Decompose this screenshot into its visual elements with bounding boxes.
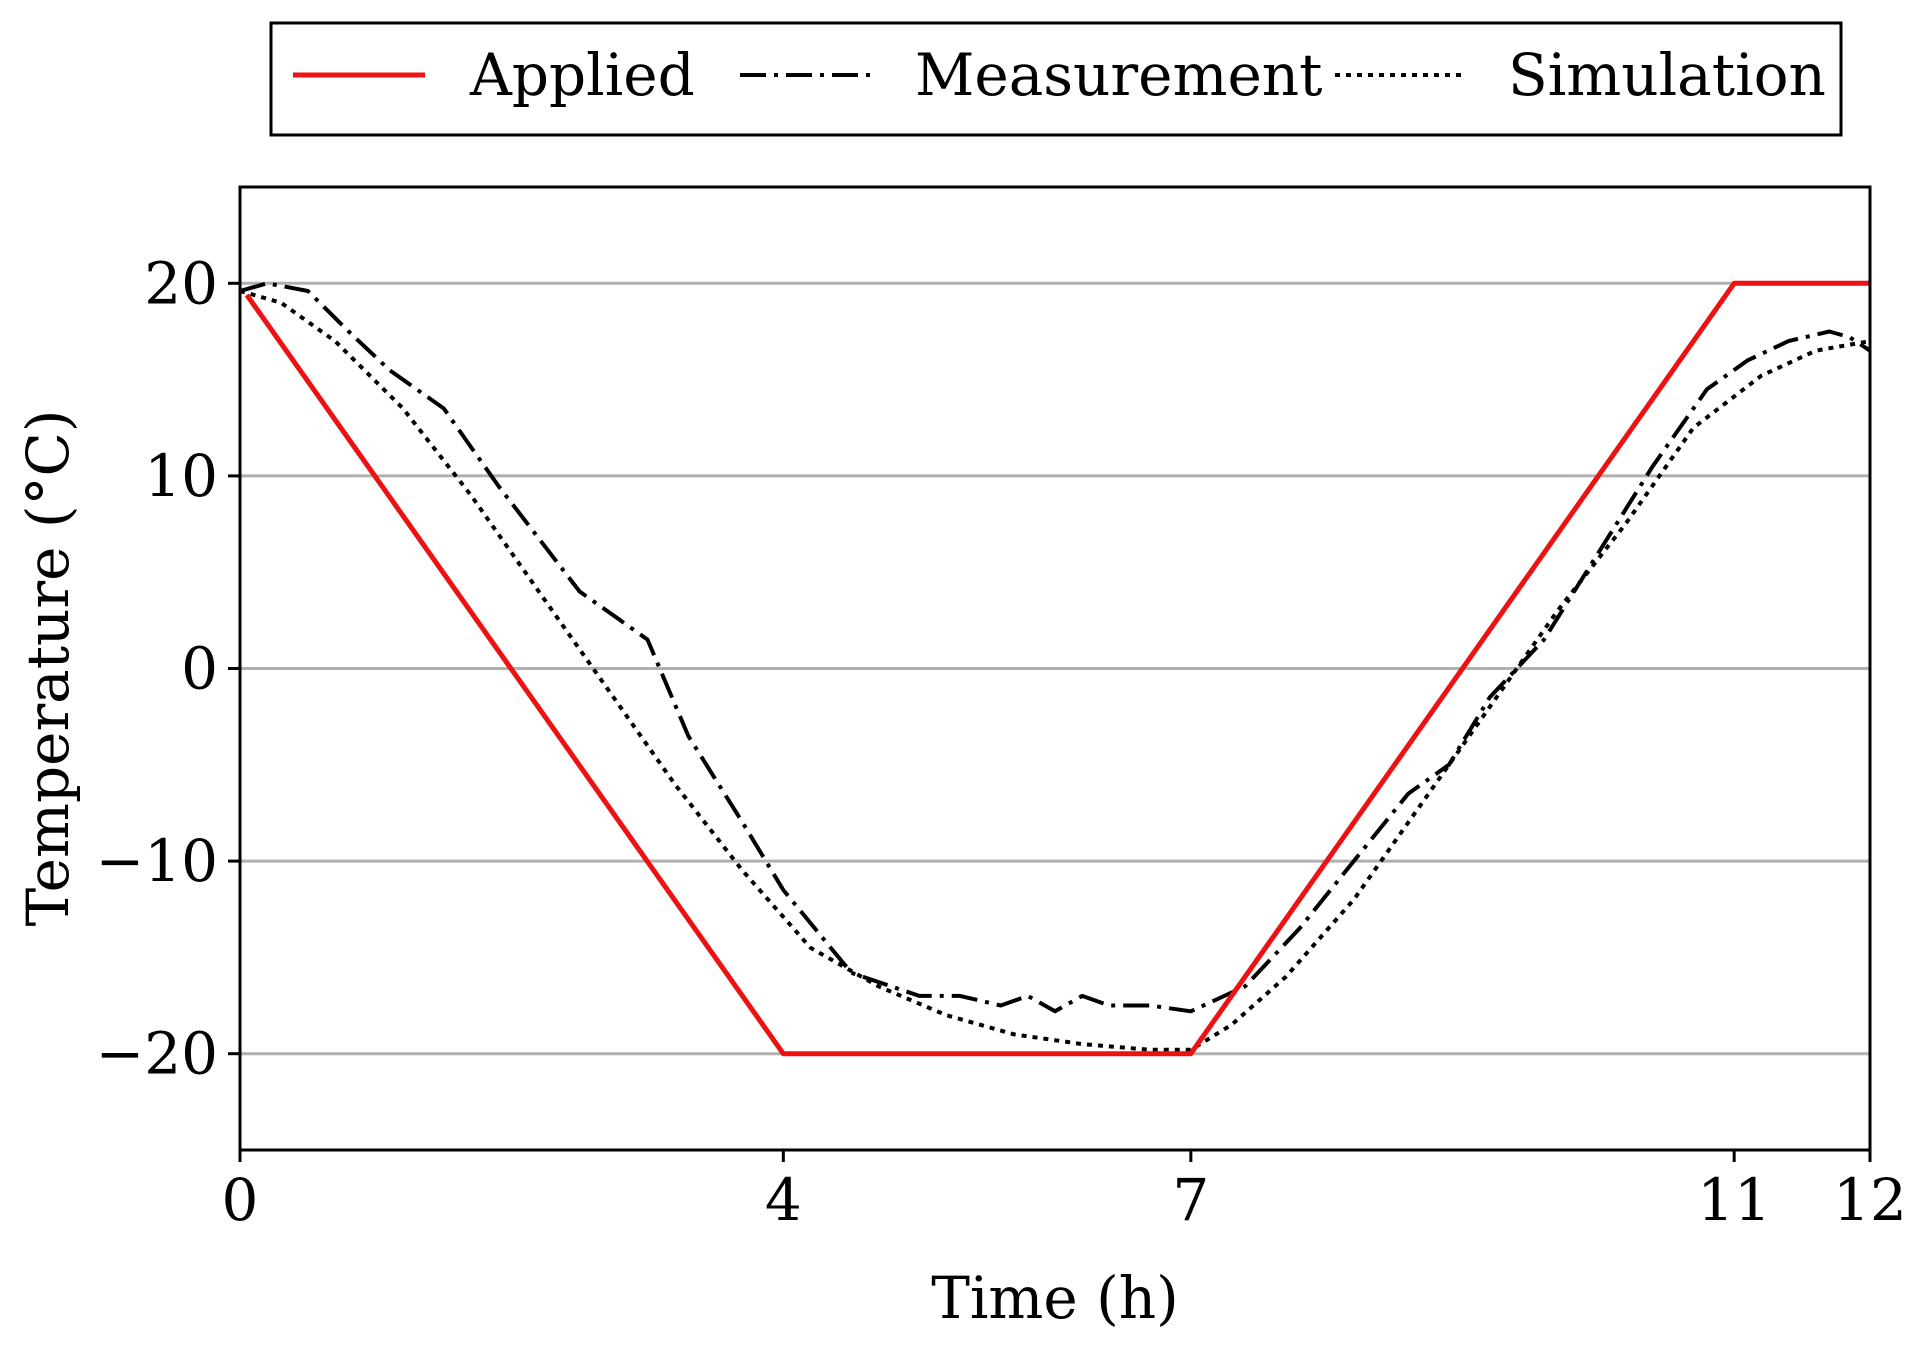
series-line-applied xyxy=(244,280,1870,1057)
axis-ticks: −20 −10 0 10 20 0 4 7 11 12 xyxy=(96,249,1907,1234)
y-tick-label-2: 0 xyxy=(181,635,218,703)
legend-frame xyxy=(269,21,1843,137)
y-tick-label-3: 10 xyxy=(144,442,218,510)
x-tick-label-0: 0 xyxy=(222,1166,259,1234)
x-tick-label-2: 7 xyxy=(1172,1166,1209,1234)
x-tick-label-4: 12 xyxy=(1833,1166,1907,1234)
y-tick-label-4: 20 xyxy=(144,249,218,317)
legend: Applied Measurement Simulation xyxy=(269,21,1843,137)
series-line-simulation xyxy=(239,289,1871,1052)
y-axis-title: Temperature (°C) xyxy=(14,409,82,926)
x-tick-label-3: 11 xyxy=(1697,1166,1771,1234)
legend-label-measurement: Measurement xyxy=(915,41,1322,109)
x-axis-title: Time (h) xyxy=(931,1264,1179,1332)
y-tick-label-1: −10 xyxy=(96,827,218,895)
series-group xyxy=(239,280,1872,1057)
legend-label-simulation: Simulation xyxy=(1508,41,1826,109)
gridlines xyxy=(240,281,1870,1056)
legend-label-applied: Applied xyxy=(469,41,695,109)
series-line-measurement xyxy=(239,281,1872,1014)
y-tick-label-0: −20 xyxy=(96,1020,218,1088)
x-tick-label-1: 4 xyxy=(765,1166,802,1234)
